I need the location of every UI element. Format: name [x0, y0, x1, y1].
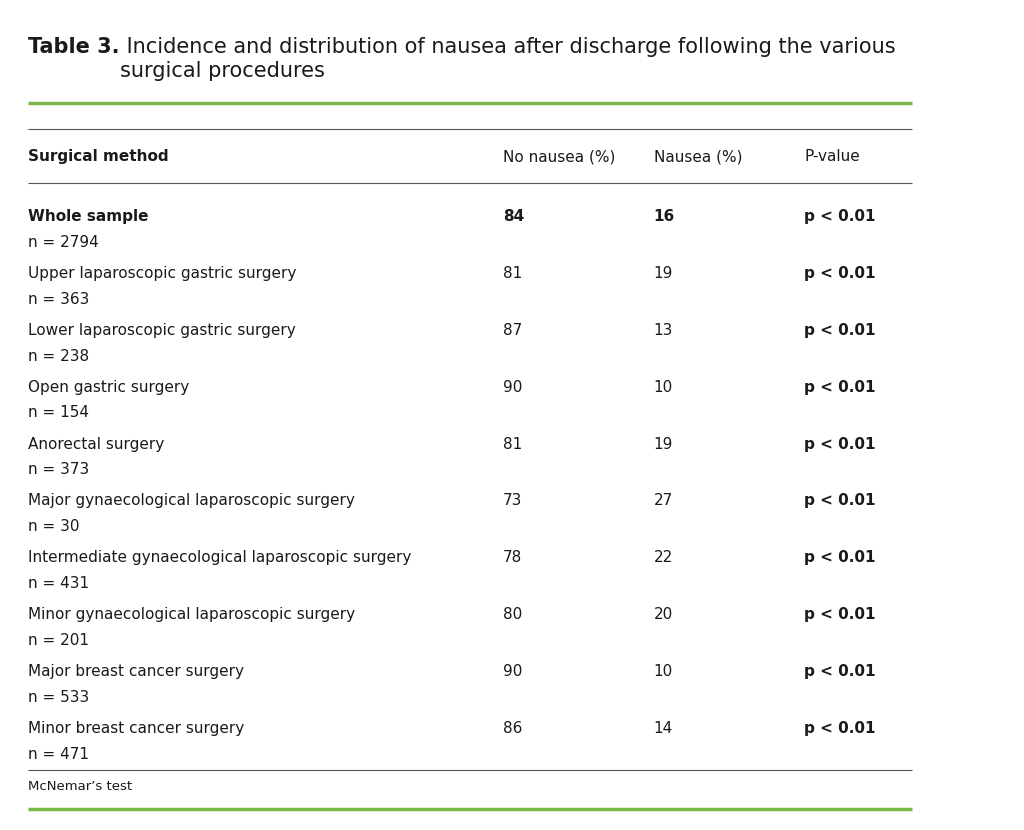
- Text: p < 0.01: p < 0.01: [804, 664, 876, 679]
- Text: n = 201: n = 201: [29, 632, 89, 648]
- Text: Whole sample: Whole sample: [29, 209, 148, 224]
- Text: p < 0.01: p < 0.01: [804, 209, 876, 224]
- Text: Intermediate gynaecological laparoscopic surgery: Intermediate gynaecological laparoscopic…: [29, 550, 412, 565]
- Text: 10: 10: [653, 664, 673, 679]
- Text: n = 471: n = 471: [29, 747, 89, 762]
- Text: Open gastric surgery: Open gastric surgery: [29, 380, 189, 395]
- Text: Table 3.: Table 3.: [29, 37, 120, 57]
- Text: Major breast cancer surgery: Major breast cancer surgery: [29, 664, 244, 679]
- Text: p < 0.01: p < 0.01: [804, 266, 876, 281]
- Text: 90: 90: [503, 380, 522, 395]
- Text: 80: 80: [503, 608, 522, 622]
- Text: P-value: P-value: [804, 149, 860, 164]
- Text: 14: 14: [653, 720, 673, 736]
- Text: n = 238: n = 238: [29, 349, 89, 364]
- Text: 16: 16: [653, 209, 675, 224]
- Text: 73: 73: [503, 493, 522, 509]
- Text: 81: 81: [503, 437, 522, 452]
- Text: 84: 84: [503, 209, 524, 224]
- Text: McNemar’s test: McNemar’s test: [29, 780, 132, 793]
- Text: n = 533: n = 533: [29, 690, 89, 705]
- Text: Minor gynaecological laparoscopic surgery: Minor gynaecological laparoscopic surger…: [29, 608, 355, 622]
- Text: n = 30: n = 30: [29, 520, 80, 535]
- Text: Major gynaecological laparoscopic surgery: Major gynaecological laparoscopic surger…: [29, 493, 355, 509]
- Text: 19: 19: [653, 266, 673, 281]
- Text: p < 0.01: p < 0.01: [804, 550, 876, 565]
- Text: 19: 19: [653, 437, 673, 452]
- Text: p < 0.01: p < 0.01: [804, 380, 876, 395]
- Text: 90: 90: [503, 664, 522, 679]
- Text: 20: 20: [653, 608, 673, 622]
- Text: n = 373: n = 373: [29, 462, 89, 477]
- Text: 22: 22: [653, 550, 673, 565]
- Text: Incidence and distribution of nausea after discharge following the various
surgi: Incidence and distribution of nausea aft…: [121, 37, 896, 81]
- Text: n = 431: n = 431: [29, 576, 89, 591]
- Text: n = 2794: n = 2794: [29, 235, 99, 250]
- Text: 86: 86: [503, 720, 522, 736]
- Text: 78: 78: [503, 550, 522, 565]
- Text: 10: 10: [653, 380, 673, 395]
- Text: 87: 87: [503, 323, 522, 338]
- Text: Upper laparoscopic gastric surgery: Upper laparoscopic gastric surgery: [29, 266, 297, 281]
- Text: Lower laparoscopic gastric surgery: Lower laparoscopic gastric surgery: [29, 323, 296, 338]
- Text: p < 0.01: p < 0.01: [804, 437, 876, 452]
- Text: p < 0.01: p < 0.01: [804, 493, 876, 509]
- Text: Anorectal surgery: Anorectal surgery: [29, 437, 165, 452]
- Text: 13: 13: [653, 323, 673, 338]
- Text: n = 363: n = 363: [29, 292, 89, 307]
- Text: Minor breast cancer surgery: Minor breast cancer surgery: [29, 720, 245, 736]
- Text: Nausea (%): Nausea (%): [653, 149, 742, 164]
- Text: No nausea (%): No nausea (%): [503, 149, 615, 164]
- Text: Surgical method: Surgical method: [29, 149, 169, 164]
- Text: 27: 27: [653, 493, 673, 509]
- Text: p < 0.01: p < 0.01: [804, 608, 876, 622]
- Text: 81: 81: [503, 266, 522, 281]
- Text: p < 0.01: p < 0.01: [804, 323, 876, 338]
- Text: p < 0.01: p < 0.01: [804, 720, 876, 736]
- Text: n = 154: n = 154: [29, 406, 89, 421]
